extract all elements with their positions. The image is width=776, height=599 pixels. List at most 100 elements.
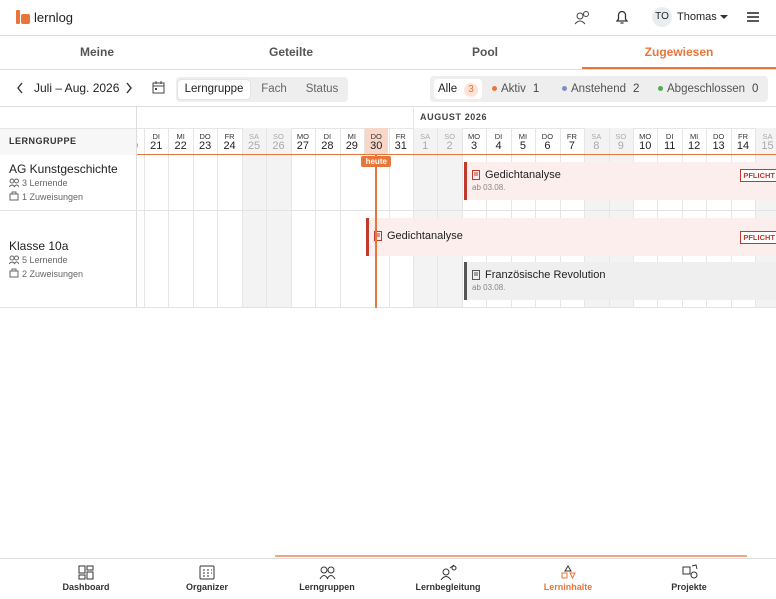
day-number: 21	[150, 140, 163, 152]
filter-label: Alle	[438, 83, 458, 95]
segment[interactable]: Status	[305, 83, 339, 95]
weekday: DO	[199, 132, 211, 141]
user-name[interactable]: Thomas	[677, 11, 717, 23]
nav-icons	[78, 564, 698, 581]
day-number: 29	[345, 140, 358, 152]
weekday: FR	[395, 132, 406, 141]
header-line	[137, 154, 776, 155]
tab[interactable]: Meine	[79, 45, 114, 59]
assignment-bar[interactable]: Französische Revolution ab 03.08.	[464, 262, 776, 300]
learners: 5 Lernende	[22, 255, 68, 265]
weekday: FR	[566, 132, 577, 141]
weekday: DO	[370, 132, 382, 141]
weekday: DI	[665, 132, 674, 141]
avatar[interactable]: TO	[652, 7, 672, 27]
status-dot	[492, 86, 497, 91]
weekday: FR	[224, 132, 235, 141]
row-line	[137, 210, 776, 211]
day-column	[364, 128, 389, 155]
filter[interactable]: Alle 3	[434, 79, 482, 99]
month-divider	[413, 106, 414, 128]
tab[interactable]: Pool	[472, 45, 498, 59]
menu-icon[interactable]	[747, 12, 759, 22]
day-number: 28	[321, 140, 334, 152]
segment[interactable]: Lerngruppe	[178, 80, 250, 99]
day-column	[192, 128, 217, 308]
filter-label: Anstehend	[571, 83, 626, 95]
bar-title: Gedichtanalyse	[387, 230, 463, 242]
day-number: 15	[761, 140, 774, 152]
group-name[interactable]: Klasse 10a	[9, 239, 69, 253]
learners: 3 Lernende	[22, 178, 68, 188]
filter[interactable]: Aktiv 1	[492, 79, 539, 99]
row-line	[0, 307, 137, 308]
bar-title: Französische Revolution	[485, 269, 606, 281]
column-header-bg	[0, 128, 137, 155]
day-number: 9	[617, 140, 624, 152]
filter[interactable]: Abgeschlossen 0	[658, 79, 758, 99]
day-column	[339, 128, 364, 308]
today-line	[375, 154, 378, 308]
bell-icon[interactable]	[615, 9, 629, 25]
assignments: 2 Zuweisungen	[22, 269, 84, 279]
day-number: 4	[495, 140, 502, 152]
caret[interactable]	[720, 15, 728, 20]
bar-start: ab 03.08.	[472, 283, 506, 292]
weekday: DI	[494, 132, 503, 141]
badge: PFLICHT	[740, 169, 776, 182]
day-number: 13	[712, 140, 725, 152]
filter-bar	[430, 76, 768, 102]
weekday: MI	[176, 132, 185, 141]
weekday: MI	[689, 132, 699, 141]
weekday: DO	[712, 132, 725, 141]
nav-item[interactable]: Lerngruppen	[299, 582, 355, 592]
tab[interactable]: Geteilte	[268, 45, 313, 59]
divider	[0, 558, 776, 559]
filter[interactable]: Anstehend 2	[562, 79, 639, 99]
assignments: 1 Zuweisungen	[22, 192, 84, 202]
nav-item[interactable]: Projekte	[671, 582, 707, 592]
weekday: DI	[323, 132, 332, 141]
weekday: SO	[444, 132, 456, 141]
group-name[interactable]: AG Kunstgeschichte	[9, 162, 118, 176]
day-number: 20	[137, 140, 144, 152]
scroll-indicator	[275, 555, 747, 557]
weekday: SA	[420, 132, 431, 141]
nav-item[interactable]: Organizer	[185, 582, 228, 592]
day-number: 11	[663, 140, 676, 152]
tab[interactable]: Zugewiesen	[582, 36, 776, 69]
logo	[16, 10, 30, 24]
day-number: 26	[272, 140, 285, 152]
day-number: 30	[370, 140, 383, 152]
status-dot	[562, 86, 567, 91]
weekday: DI	[152, 132, 160, 141]
tools-icon[interactable]	[574, 9, 590, 25]
day-number: 8	[593, 140, 600, 152]
segment[interactable]: Fach	[261, 83, 287, 95]
filter-count: 2	[633, 83, 640, 95]
day-column	[217, 128, 241, 308]
nav-item[interactable]: Lerninhalte	[543, 582, 593, 592]
calendar-icon[interactable]	[152, 81, 165, 94]
day-column	[144, 128, 168, 308]
day-column	[266, 128, 291, 308]
assignment-bar[interactable]: Gedichtanalyse ab 03.08. PFLICHT	[464, 162, 776, 200]
weekday: MI	[347, 132, 356, 141]
weekday: SA	[762, 132, 773, 141]
month: AUGUST 2026	[420, 112, 488, 122]
day-number: 10	[639, 140, 652, 152]
filter-label: Aktiv	[501, 83, 526, 95]
day-column	[168, 128, 192, 308]
day-number: 2	[446, 140, 453, 152]
prev[interactable]	[16, 82, 24, 94]
weekday: DO	[137, 132, 144, 141]
next[interactable]	[125, 82, 133, 94]
nav-item[interactable]: Dashboard	[62, 582, 110, 592]
date-range: Juli – Aug. 2026	[34, 81, 120, 95]
nav-item[interactable]: Lernbegleitung	[415, 582, 481, 592]
filter-label: Abgeschlossen	[667, 83, 745, 95]
assignment-bar[interactable]: Gedichtanalyse PFLICHT	[366, 218, 776, 256]
day-number: 3	[471, 140, 478, 152]
weekday: SA	[591, 132, 602, 141]
